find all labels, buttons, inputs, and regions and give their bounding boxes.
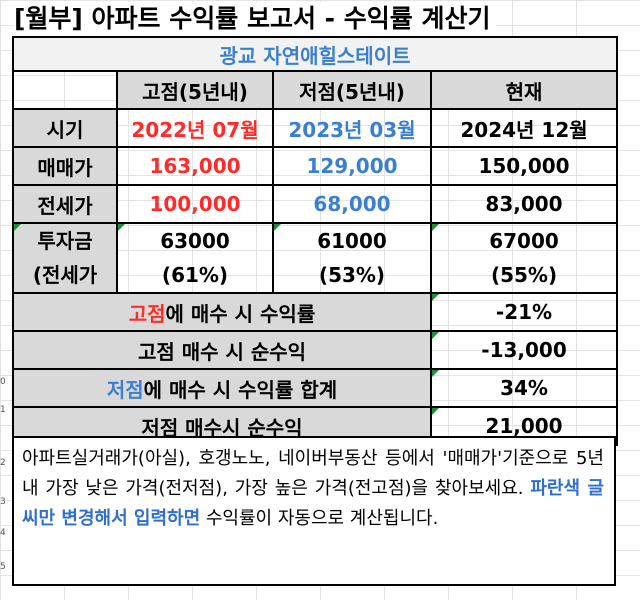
investment-label-line1: 투자금	[15, 225, 115, 258]
high-profit-label[interactable]: 고점 매수 시 순수익	[12, 330, 432, 370]
investment-high-value: 63000	[160, 229, 230, 253]
investment-high[interactable]: 63000 (61%)	[116, 222, 274, 294]
row-label-investment[interactable]: 투자금 (전세가	[12, 222, 118, 294]
low-yield-label[interactable]: 저점에 매수 시 수익률 합계	[12, 368, 432, 408]
yield-table: 광교 자연애힐스테이트 고점(5년내) 저점(5년내) 현재 시기 2022년 …	[11, 36, 619, 446]
row-label-period[interactable]: 시기	[12, 108, 118, 148]
row-header: 4	[0, 528, 6, 538]
instruction-note[interactable]: 아파트실거래가(아실), 호갱노노, 네이버부동산 등에서 '매매가'기준으로 …	[12, 436, 616, 586]
sale-price-low[interactable]: 129,000	[272, 146, 432, 186]
high-yield-label[interactable]: 고점에 매수 시 수익률	[12, 292, 432, 332]
note-text: 아파트실거래가(아실), 호갱노노, 네이버부동산 등에서 '매매가'기준으로 …	[22, 448, 604, 499]
low-yield-label-colored: 저점	[106, 377, 144, 402]
row-header: 2	[0, 458, 6, 468]
high-profit-value[interactable]: -13,000	[429, 330, 619, 370]
investment-low[interactable]: 61000 (53%)	[272, 222, 432, 294]
header-current[interactable]: 현재	[429, 70, 619, 110]
row-label-jeonse-price[interactable]: 전세가	[12, 184, 118, 224]
row-header: 5	[0, 562, 6, 572]
period-high[interactable]: 2022년 07월	[116, 108, 274, 148]
investment-current-value: 67000	[489, 229, 559, 253]
header-high[interactable]: 고점(5년내)	[116, 70, 274, 110]
jeonse-price-high[interactable]: 100,000	[116, 184, 274, 224]
investment-low-value: 61000	[317, 229, 387, 253]
investment-label-line2: (전세가	[32, 263, 98, 287]
investment-low-pct: (53%)	[318, 263, 386, 287]
period-low[interactable]: 2023년 03월	[272, 108, 432, 148]
complex-name-cell[interactable]: 광교 자연애힐스테이트	[11, 36, 619, 72]
sale-price-high[interactable]: 163,000	[116, 146, 274, 186]
jeonse-price-current[interactable]: 83,000	[429, 184, 619, 224]
sale-price-current[interactable]: 150,000	[429, 146, 619, 186]
low-yield-label-rest: 에 매수 시 수익률 합계	[143, 377, 338, 402]
period-current[interactable]: 2024년 12월	[429, 108, 619, 148]
jeonse-price-low[interactable]: 68,000	[272, 184, 432, 224]
row-header: 1	[0, 405, 6, 415]
low-yield-value[interactable]: 34%	[429, 368, 619, 408]
investment-current-pct: (55%)	[490, 263, 558, 287]
row-header: 3	[0, 497, 6, 507]
high-yield-value[interactable]: -21%	[429, 292, 619, 332]
high-yield-label-rest: 에 매수 시 수익률	[165, 301, 316, 326]
row-label-sale-price[interactable]: 매매가	[12, 146, 118, 186]
note-highlight: 파란색 글씨만 변경해서 입력하면	[22, 478, 604, 529]
report-title: [월부] 아파트 수익률 보고서 - 수익률 계산기	[14, 2, 497, 36]
investment-high-pct: (61%)	[161, 263, 229, 287]
corner-cell[interactable]	[12, 70, 118, 110]
investment-current[interactable]: 67000 (55%)	[429, 222, 619, 294]
row-header: 0	[0, 377, 6, 387]
header-low[interactable]: 저점(5년내)	[272, 70, 432, 110]
high-yield-label-colored: 고점	[128, 301, 166, 326]
note-text-end: 수익률이 자동으로 계산됩니다.	[200, 508, 439, 529]
